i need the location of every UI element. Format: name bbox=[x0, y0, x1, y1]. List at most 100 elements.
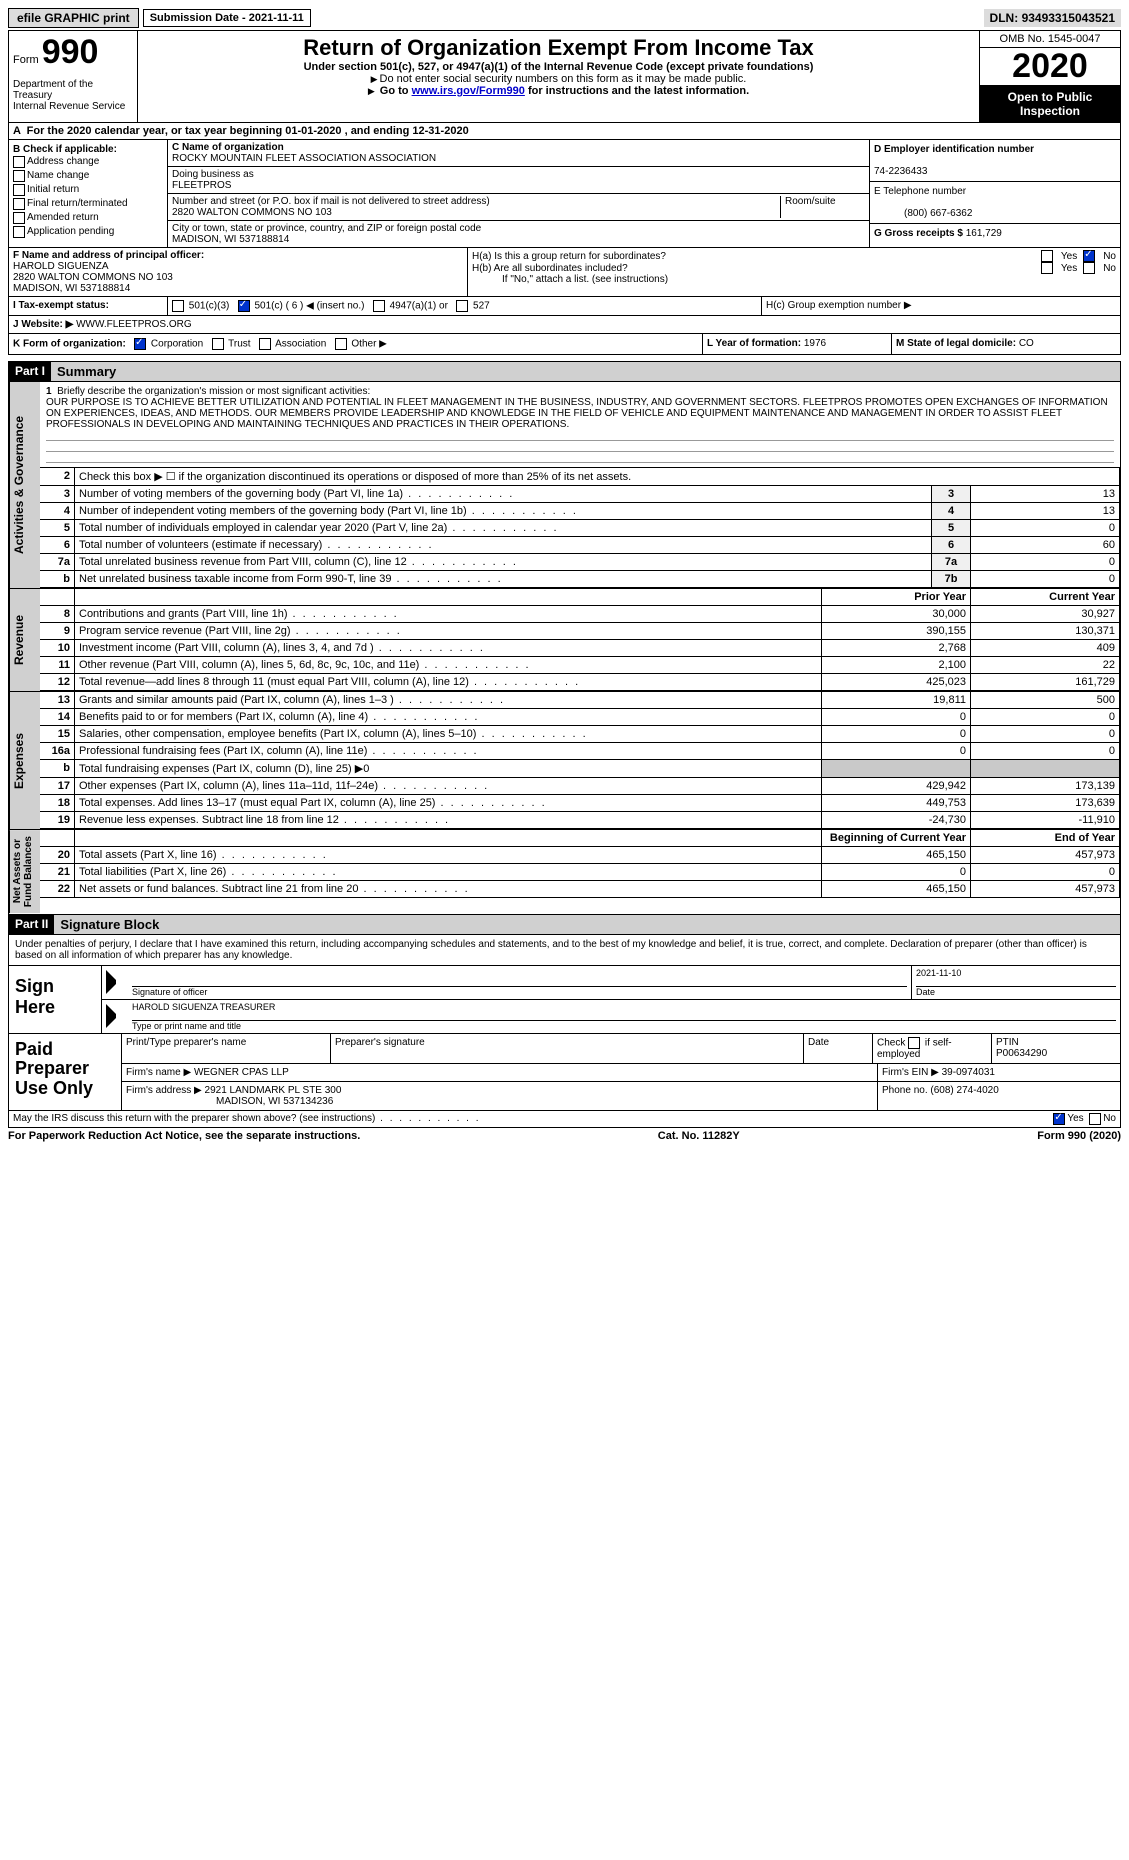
summary-activities: Activities & Governance 1 Briefly descri… bbox=[8, 382, 1121, 589]
table-expenses: 13 Grants and similar amounts paid (Part… bbox=[40, 692, 1120, 829]
vtab-netassets: Net Assets or Fund Balances bbox=[9, 830, 40, 913]
hb-note: If "No," attach a list. (see instruction… bbox=[472, 274, 1116, 285]
line-desc: Total number of individuals employed in … bbox=[75, 520, 932, 537]
pra-notice: For Paperwork Reduction Act Notice, see … bbox=[8, 1130, 360, 1142]
discuss-yes-cb[interactable] bbox=[1053, 1113, 1065, 1125]
i-label: I Tax-exempt status: bbox=[9, 297, 168, 315]
ha-no[interactable] bbox=[1083, 250, 1095, 262]
line-key: 7a bbox=[932, 554, 971, 571]
cb-4947[interactable] bbox=[373, 300, 385, 312]
part2-hdr: Part II bbox=[9, 915, 54, 934]
ein-value: 74-2236433 bbox=[874, 166, 927, 177]
line-val: 13 bbox=[971, 503, 1120, 520]
line-py: 0 bbox=[822, 726, 971, 743]
line-desc: Number of voting members of the governin… bbox=[75, 486, 932, 503]
dba-value: FLEETPROS bbox=[172, 180, 231, 191]
line-desc: Total expenses. Add lines 13–17 (must eq… bbox=[75, 795, 822, 812]
sig-name-label: Type or print name and title bbox=[132, 1021, 241, 1031]
opt-527: 527 bbox=[473, 301, 490, 312]
line-py: 30,000 bbox=[822, 606, 971, 623]
line-key: 6 bbox=[932, 537, 971, 554]
cb-501c3[interactable] bbox=[172, 300, 184, 312]
cb-self-emp[interactable] bbox=[908, 1037, 920, 1049]
k-label: K Form of organization: bbox=[13, 339, 126, 350]
line-desc: Benefits paid to or for members (Part IX… bbox=[75, 709, 822, 726]
box-right: D Employer identification number 74-2236… bbox=[869, 140, 1120, 247]
sig-officer-label: Signature of officer bbox=[132, 987, 207, 997]
line-desc: Total number of volunteers (estimate if … bbox=[75, 537, 932, 554]
summary-netassets: Net Assets or Fund Balances Beginning of… bbox=[8, 830, 1121, 914]
discuss-no-cb[interactable] bbox=[1089, 1113, 1101, 1125]
m-val: CO bbox=[1019, 338, 1034, 349]
cb-corp[interactable] bbox=[134, 338, 146, 350]
org-name: ROCKY MOUNTAIN FLEET ASSOCIATION ASSOCIA… bbox=[172, 153, 436, 164]
line-py: 390,155 bbox=[822, 623, 971, 640]
website-value: WWW.FLEETPROS.ORG bbox=[76, 319, 192, 330]
submission-date-value: 2021-11-11 bbox=[249, 12, 304, 24]
irs-link[interactable]: www.irs.gov/Form990 bbox=[412, 85, 525, 97]
ha-no-lbl: No bbox=[1103, 251, 1116, 262]
blank bbox=[40, 589, 75, 606]
line-cy: -11,910 bbox=[971, 812, 1120, 829]
cb-527[interactable] bbox=[456, 300, 468, 312]
sub3-b: for instructions and the latest informat… bbox=[528, 85, 749, 97]
cb-assoc[interactable] bbox=[259, 338, 271, 350]
cb-final-return[interactable]: Final return/terminated bbox=[13, 197, 163, 211]
line-cy: 173,139 bbox=[971, 778, 1120, 795]
mission-q: Briefly describe the organization's miss… bbox=[57, 386, 370, 397]
line-num: 4 bbox=[40, 503, 75, 520]
cb-other[interactable] bbox=[335, 338, 347, 350]
cb-amended[interactable]: Amended return bbox=[13, 211, 163, 225]
cb-initial-return[interactable]: Initial return bbox=[13, 183, 163, 197]
part2-bar: Part II Signature Block bbox=[8, 915, 1121, 935]
sign-here-label: Sign Here bbox=[9, 966, 102, 1033]
gross-cell: G Gross receipts $ 161,729 bbox=[870, 224, 1120, 243]
header-left: Form 990 Department of the Treasury Inte… bbox=[9, 31, 138, 122]
header-sub2: Do not enter social security numbers on … bbox=[142, 73, 975, 85]
cb-501c[interactable] bbox=[238, 300, 250, 312]
sig-declaration: Under penalties of perjury, I declare th… bbox=[8, 935, 1121, 966]
discuss-row: May the IRS discuss this return with the… bbox=[8, 1111, 1121, 1128]
f-name: HAROLD SIGUENZA bbox=[13, 261, 109, 272]
cb-name-change[interactable]: Name change bbox=[13, 169, 163, 183]
line-desc: Contributions and grants (Part VIII, lin… bbox=[75, 606, 822, 623]
line-desc: Total fundraising expenses (Part IX, col… bbox=[75, 760, 822, 778]
omb-number: OMB No. 1545-0047 bbox=[980, 31, 1120, 48]
m-label: M State of legal domicile: bbox=[896, 338, 1016, 349]
line-desc: Other revenue (Part VIII, column (A), li… bbox=[75, 657, 822, 674]
discuss-q: May the IRS discuss this return with the… bbox=[13, 1113, 1053, 1124]
line-py: 2,100 bbox=[822, 657, 971, 674]
website-row: J Website: ▶ WWW.FLEETPROS.ORG bbox=[8, 316, 1121, 334]
tax-year: 2020 bbox=[980, 48, 1120, 86]
l-year: L Year of formation: 1976 bbox=[702, 334, 891, 354]
i-opts: 501(c)(3) 501(c) ( 6 ) ◀ (insert no.) 49… bbox=[168, 297, 761, 315]
part1-bar: Part I Summary bbox=[8, 361, 1121, 382]
addr-cell: Number and street (or P.O. box if mail i… bbox=[168, 194, 869, 221]
hb-yes[interactable] bbox=[1041, 262, 1053, 274]
hb-no[interactable] bbox=[1083, 262, 1095, 274]
sig-name-value: HAROLD SIGUENZA TREASURER bbox=[132, 1002, 1116, 1021]
org-name-cell: C Name of organization ROCKY MOUNTAIN FL… bbox=[168, 140, 869, 167]
line-cy: 457,973 bbox=[971, 881, 1120, 898]
cb-trust[interactable] bbox=[212, 338, 224, 350]
efile-print-btn[interactable]: efile GRAPHIC print bbox=[8, 8, 139, 28]
line-num: 21 bbox=[40, 864, 75, 881]
cat-no: Cat. No. 11282Y bbox=[658, 1130, 740, 1142]
line-desc: Total assets (Part X, line 16) bbox=[75, 847, 822, 864]
line-py: 465,150 bbox=[822, 881, 971, 898]
opt-assoc: Association bbox=[275, 339, 326, 350]
part2-title: Signature Block bbox=[54, 915, 1120, 934]
line-num: 16a bbox=[40, 743, 75, 760]
prep-ptin: PTINP00634290 bbox=[992, 1034, 1120, 1063]
line-num: 10 bbox=[40, 640, 75, 657]
f-addr1: 2820 WALTON COMMONS NO 103 bbox=[13, 272, 173, 283]
cb-app-pending[interactable]: Application pending bbox=[13, 225, 163, 239]
cb-addr-change[interactable]: Address change bbox=[13, 155, 163, 169]
ha-yes[interactable] bbox=[1041, 250, 1053, 262]
dba-label: Doing business as bbox=[172, 169, 254, 180]
line-py: 0 bbox=[822, 864, 971, 881]
line-cy: 161,729 bbox=[971, 674, 1120, 691]
line-cy: 0 bbox=[971, 743, 1120, 760]
prep-h4: Check if self-employed bbox=[873, 1034, 992, 1063]
dba-cell: Doing business as FLEETPROS bbox=[168, 167, 869, 194]
